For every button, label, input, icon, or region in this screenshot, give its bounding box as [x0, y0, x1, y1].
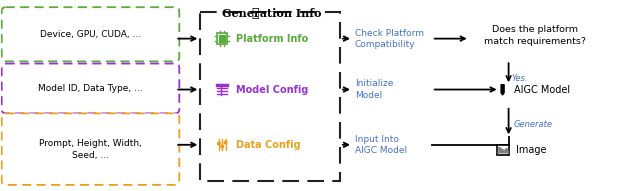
- Text: Yes.: Yes.: [511, 74, 528, 83]
- Text: Model Config: Model Config: [236, 85, 308, 95]
- Bar: [200, 11, 340, 180]
- Polygon shape: [501, 85, 504, 95]
- Polygon shape: [498, 148, 509, 153]
- Text: AIGC Model: AIGC Model: [513, 85, 570, 95]
- Text: Generation Info: Generation Info: [222, 8, 322, 19]
- Text: Device, GPU, CUDA, ...: Device, GPU, CUDA, ...: [40, 30, 141, 39]
- Text: Prompt, Height, Width,
Seed, ...: Prompt, Height, Width, Seed, ...: [39, 139, 142, 159]
- Text: Check Platform
Compatibility: Check Platform Compatibility: [355, 29, 424, 49]
- Bar: [217, 33, 227, 44]
- FancyBboxPatch shape: [2, 64, 179, 113]
- Text: Image: Image: [516, 145, 546, 155]
- Text: Generate: Generate: [513, 120, 552, 129]
- Text: Input Into
AIGC Model: Input Into AIGC Model: [355, 135, 407, 155]
- Text: Model ID, Data Type, ...: Model ID, Data Type, ...: [38, 84, 143, 93]
- Text: Initialize
Model: Initialize Model: [355, 79, 394, 100]
- Circle shape: [218, 142, 220, 145]
- Circle shape: [224, 141, 227, 144]
- Circle shape: [499, 148, 501, 150]
- Text: Data Config: Data Config: [236, 140, 301, 150]
- Text: 📄: 📄: [252, 7, 259, 20]
- Circle shape: [221, 145, 223, 148]
- Text: Does the platform
match requirements?: Does the platform match requirements?: [484, 25, 586, 46]
- FancyBboxPatch shape: [2, 7, 179, 61]
- FancyBboxPatch shape: [2, 113, 179, 185]
- Bar: [497, 145, 509, 155]
- Text: Platform Info: Platform Info: [236, 34, 308, 44]
- Bar: [219, 35, 225, 42]
